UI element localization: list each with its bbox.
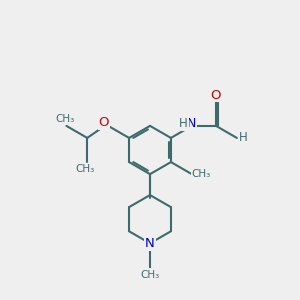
Text: H: H xyxy=(239,131,248,144)
Text: O: O xyxy=(98,116,109,129)
Text: CH₃: CH₃ xyxy=(192,169,211,179)
Text: CH₃: CH₃ xyxy=(140,270,160,280)
Text: N: N xyxy=(187,117,196,130)
Text: H: H xyxy=(179,117,188,130)
Text: N: N xyxy=(145,237,155,250)
Text: O: O xyxy=(211,89,221,102)
Text: CH₃: CH₃ xyxy=(55,114,74,124)
Text: CH₃: CH₃ xyxy=(75,164,94,173)
